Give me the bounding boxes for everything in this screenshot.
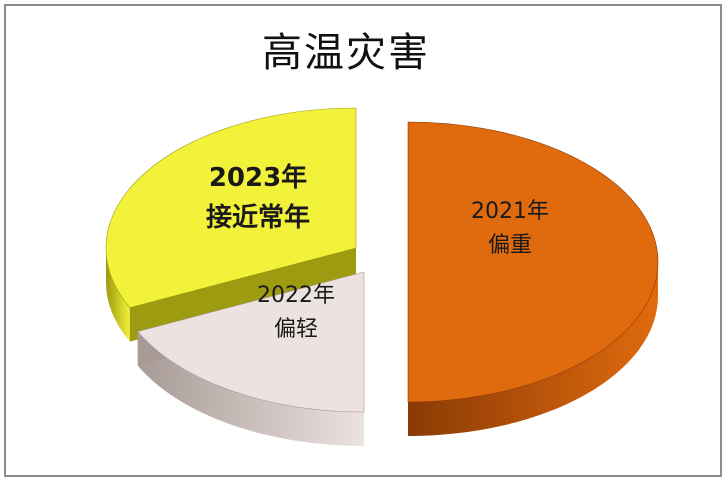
pie-slice-wall [106, 248, 130, 342]
pie-slice-wall [137, 331, 364, 446]
chart-title: 高温灾害 [262, 30, 430, 76]
pie-slice-cut [129, 248, 356, 342]
pie-slice-top [105, 107, 357, 308]
pie-slice-2022年 [137, 271, 365, 446]
slice-label-year: 2022年 [257, 283, 335, 308]
pie-slice-top [137, 271, 365, 413]
pie-slice-wall [408, 262, 658, 436]
pie-slice-2021年 [407, 121, 659, 436]
slice-label-year: 2023年 [209, 162, 307, 193]
slice-label-year: 2021年 [471, 199, 549, 224]
slice-label-note: 偏轻 [274, 317, 318, 342]
slice-label-note: 偏重 [488, 233, 532, 258]
pie-slice-2023年 [105, 107, 357, 342]
pie-slice-top [407, 121, 659, 403]
slice-label-note: 接近常年 [206, 202, 310, 233]
